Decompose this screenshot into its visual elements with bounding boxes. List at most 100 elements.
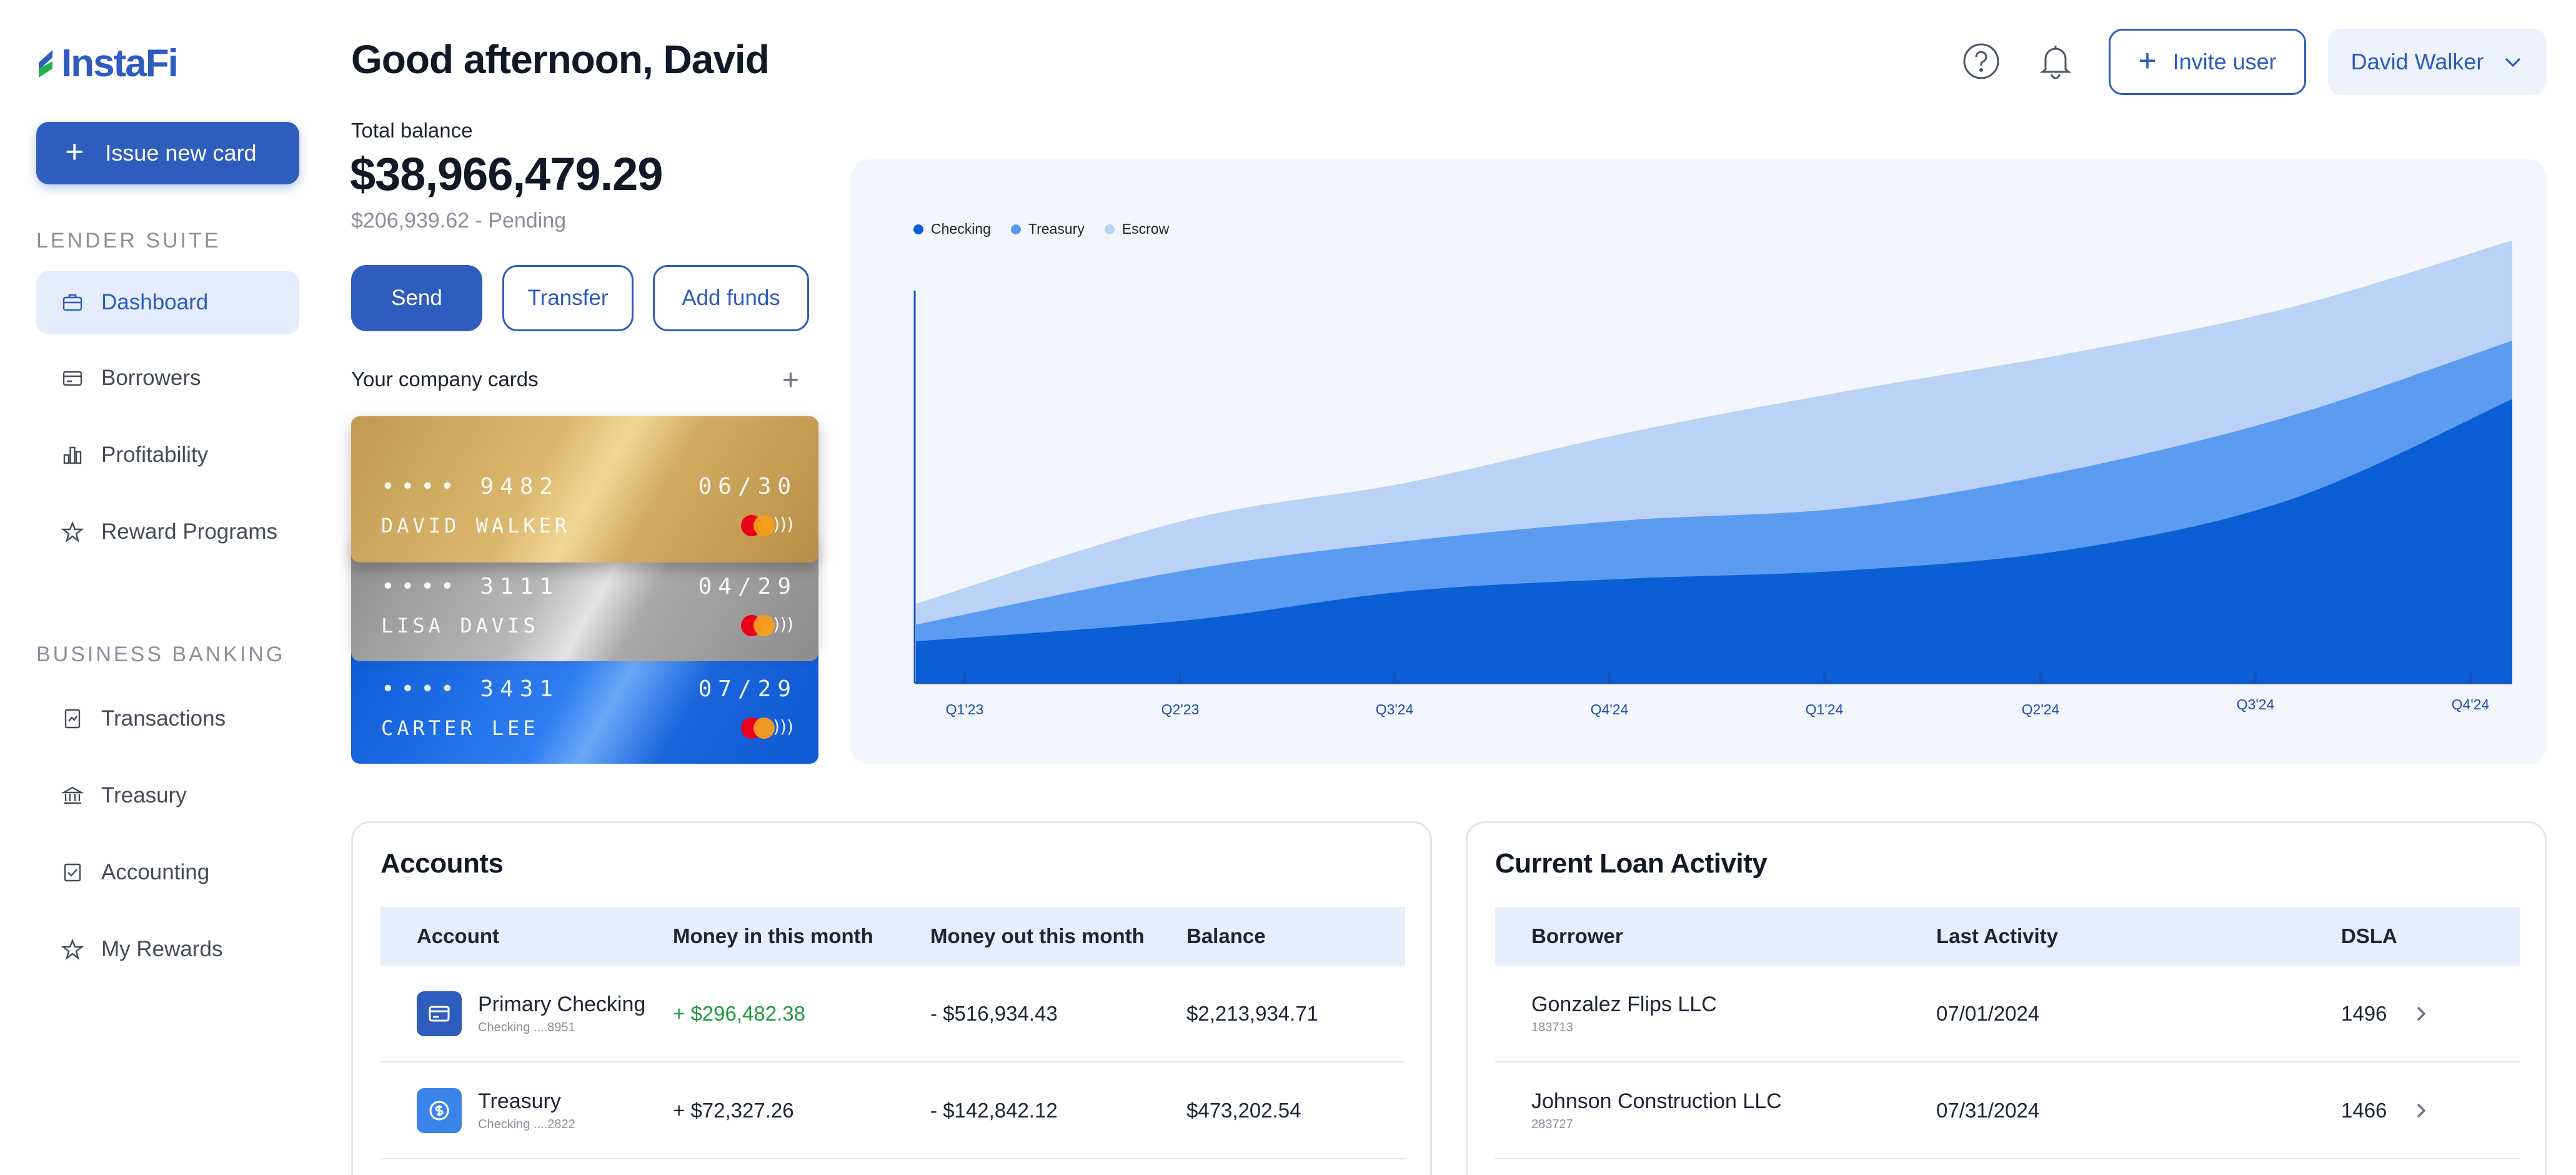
accounts-panel: Accounts Account Money in this month Mon… bbox=[351, 821, 1432, 1175]
briefcase-icon bbox=[62, 294, 82, 311]
x-tick-label: Q4'24 bbox=[2452, 696, 2490, 712]
sidebar-item-label: Reward Programs bbox=[101, 519, 278, 544]
sidebar-item-reward-programs[interactable]: Reward Programs bbox=[36, 501, 299, 563]
company-cards-label: Your company cards bbox=[351, 368, 539, 391]
table-row[interactable]: Treasury Checking ....2822 + $72,327.26 … bbox=[380, 1062, 1405, 1159]
table-row[interactable]: Johnson Construction LLC 283727 07/31/20… bbox=[1495, 1062, 2520, 1159]
sidebar-item-borrowers[interactable]: Borrowers bbox=[36, 347, 299, 409]
sidebar-item-accounting[interactable]: Accounting bbox=[36, 841, 299, 904]
sidebar-item-my-rewards[interactable]: My Rewards bbox=[36, 918, 299, 981]
star-icon bbox=[61, 938, 84, 961]
total-balance-amount: $38,966,479.29 bbox=[350, 148, 663, 200]
sidebar-item-label: Profitability bbox=[101, 442, 209, 467]
account-name: Treasury bbox=[478, 1089, 561, 1113]
total-balance-label: Total balance bbox=[351, 119, 473, 142]
legend-label: Escrow bbox=[1121, 221, 1170, 237]
user-menu-dropdown[interactable]: David Walker bbox=[2328, 29, 2547, 95]
brand-logo[interactable]: InstaFi bbox=[36, 41, 179, 86]
last-activity-date: 07/01/2024 bbox=[1936, 1001, 2040, 1025]
legend-swatch bbox=[913, 224, 923, 234]
column-header[interactable]: Last Activity bbox=[1936, 924, 2059, 948]
help-button[interactable] bbox=[1959, 39, 2004, 84]
brand-name: InstaFi bbox=[61, 42, 179, 85]
chevron-right-icon[interactable] bbox=[2412, 1004, 2430, 1023]
column-header[interactable]: Account bbox=[417, 924, 499, 948]
company-card[interactable]: •••• 3431 07/29 CARTER LEE ))) bbox=[351, 644, 818, 764]
card-expiry: 07/29 bbox=[698, 676, 797, 702]
bar-chart-icon bbox=[63, 446, 82, 464]
area-chart: Q1'23 Q2'23 Q3'24 Q4'24 Q1'24 Q2'24 Q3'24 Q4'24 bbox=[913, 240, 2512, 718]
column-header[interactable]: Money in this month bbox=[673, 924, 873, 948]
card-number: •••• 3431 bbox=[381, 676, 560, 702]
money-out: - $516,934.43 bbox=[930, 1001, 1058, 1025]
legend-item: Treasury bbox=[1010, 221, 1085, 238]
add-card-button[interactable]: + bbox=[782, 363, 799, 396]
transfer-button[interactable]: Transfer bbox=[502, 265, 634, 331]
balance-chart-panel: Checking Treasury Escrow Q1'23 Q2'23 Q3'24… bbox=[851, 159, 2547, 764]
card-icon bbox=[417, 991, 462, 1036]
checklist-icon bbox=[64, 863, 81, 882]
borrower-id: 283727 bbox=[1531, 1117, 1573, 1131]
column-header[interactable]: Money out this month bbox=[930, 924, 1145, 948]
borrower-name: Johnson Construction LLC bbox=[1531, 1089, 1782, 1113]
money-in: + $296,482.38 bbox=[673, 1001, 805, 1025]
borrower-id: 183713 bbox=[1531, 1020, 1573, 1034]
sidebar-item-label: Transactions bbox=[101, 706, 226, 731]
accounts-title: Accounts bbox=[380, 848, 504, 879]
chevron-right-icon[interactable] bbox=[2412, 1101, 2430, 1120]
chevron-down-icon bbox=[2505, 58, 2521, 68]
column-header[interactable]: Borrower bbox=[1531, 924, 1623, 948]
loan-activity-title: Current Loan Activity bbox=[1495, 848, 1768, 879]
sidebar-item-profitability[interactable]: Profitability bbox=[36, 424, 299, 486]
card-holder: CARTER LEE bbox=[381, 716, 539, 740]
chart-legend: Checking Treasury Escrow bbox=[913, 221, 1169, 238]
sidebar-item-treasury[interactable]: Treasury bbox=[36, 764, 299, 827]
accounts-table-header: Account Money in this month Money out th… bbox=[380, 907, 1405, 966]
x-tick-label: Q2'23 bbox=[1161, 701, 1200, 718]
invite-user-label: Invite user bbox=[2172, 49, 2277, 74]
legend-swatch bbox=[1010, 224, 1021, 234]
x-tick-label: Q3'24 bbox=[1376, 701, 1414, 718]
issue-new-card-label: Issue new card bbox=[105, 140, 257, 166]
notifications-button[interactable] bbox=[2033, 39, 2078, 84]
star-icon bbox=[61, 521, 84, 543]
plus-icon: + bbox=[65, 134, 84, 170]
sidebar-item-label: Dashboard bbox=[101, 290, 209, 314]
receipt-icon bbox=[64, 709, 81, 729]
account-number: Checking ....8951 bbox=[478, 1020, 575, 1034]
logo-mark-icon bbox=[39, 49, 52, 78]
plus-icon: + bbox=[2138, 43, 2157, 78]
account-balance: $473,202.54 bbox=[1186, 1098, 1301, 1122]
legend-label: Checking bbox=[931, 221, 991, 237]
sidebar-item-label: Treasury bbox=[101, 783, 187, 808]
mastercard-icon bbox=[741, 515, 775, 536]
loans-table-header: Borrower Last Activity DSLA bbox=[1495, 907, 2520, 966]
pending-balance: $206,939.62 - Pending bbox=[351, 209, 567, 232]
legend-label: Treasury bbox=[1028, 221, 1085, 237]
company-card[interactable]: •••• 9482 06/30 DAVID WALKER ))) bbox=[351, 416, 818, 562]
table-row[interactable]: Primary Checking Checking ....8951 + $29… bbox=[380, 966, 1405, 1062]
add-funds-button[interactable]: Add funds bbox=[653, 265, 809, 331]
dollar-icon bbox=[417, 1088, 462, 1133]
column-header[interactable]: DSLA bbox=[2341, 924, 2397, 948]
money-out: - $142,842.12 bbox=[930, 1098, 1058, 1122]
table-row[interactable]: Gonzalez Flips LLC 183713 07/01/2024 149… bbox=[1495, 966, 2520, 1062]
legend-item: Escrow bbox=[1104, 221, 1170, 238]
sidebar-item-label: My Rewards bbox=[101, 937, 223, 961]
sidebar-item-label: Borrowers bbox=[101, 366, 201, 390]
sidebar-item-dashboard[interactable]: Dashboard bbox=[36, 271, 299, 334]
account-balance: $2,213,934.71 bbox=[1186, 1001, 1319, 1025]
sidebar-item-transactions[interactable]: Transactions bbox=[36, 688, 299, 750]
send-button[interactable]: Send bbox=[351, 265, 482, 331]
user-name: David Walker bbox=[2350, 49, 2484, 74]
sidebar: InstaFi + Issue new card LENDER SUITE Da… bbox=[0, 0, 325, 1175]
x-tick-label: Q1'23 bbox=[946, 701, 984, 718]
card-expiry: 06/30 bbox=[698, 474, 797, 499]
legend-item: Checking bbox=[913, 221, 991, 238]
issue-new-card-button[interactable]: + Issue new card bbox=[36, 122, 299, 184]
mastercard-icon bbox=[741, 718, 775, 739]
column-header[interactable]: Balance bbox=[1186, 924, 1266, 948]
invite-user-button[interactable]: + Invite user bbox=[2109, 29, 2306, 95]
account-number: Checking ....2822 bbox=[478, 1117, 575, 1131]
borrower-name: Gonzalez Flips LLC bbox=[1531, 992, 1717, 1016]
